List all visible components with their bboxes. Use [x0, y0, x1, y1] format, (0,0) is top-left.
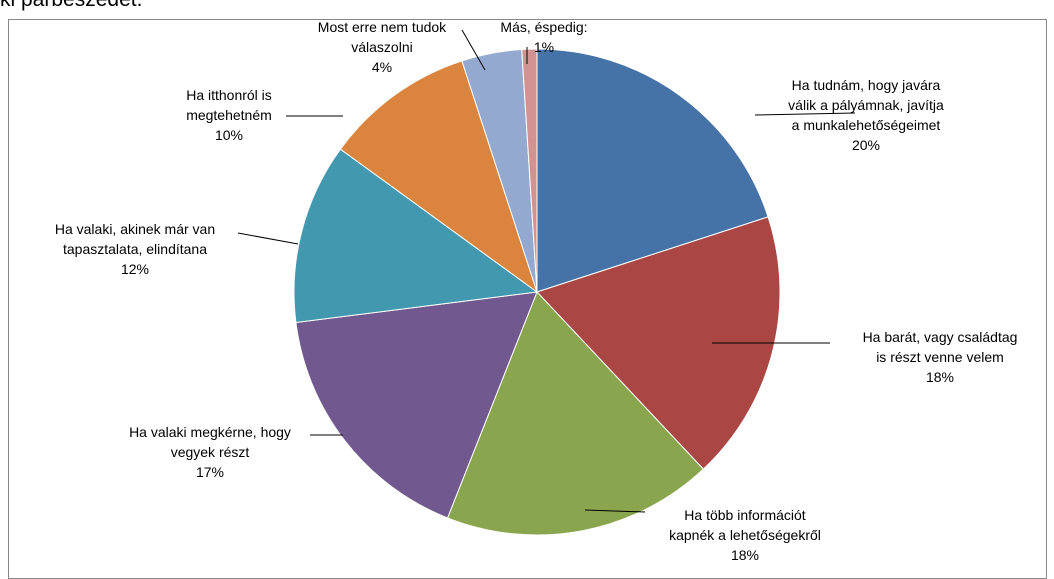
- pie-slice-5: [293, 148, 539, 324]
- slice-category-line: Ha több információt: [684, 507, 806, 523]
- slice-percent-label: 4%: [372, 59, 392, 75]
- slice-category-line: Ha valaki megkérne, hogy: [129, 424, 291, 440]
- document-text-fragment: ki párbeszédet.: [0, 0, 142, 12]
- slice-percent-label: 20%: [852, 137, 880, 153]
- leader-line-1: [754, 112, 856, 116]
- pie-slices: [293, 48, 781, 536]
- slice-category-line: a munkalehetőségeimet: [792, 117, 941, 133]
- slice-label-8: Más, éspedig: 1%: [500, 19, 587, 55]
- pie-chart: Ha tudnám, hogy javára válik a pályámnak,…: [55, 19, 1018, 563]
- slice-category-line: válik a pályámnak, javítja: [788, 97, 944, 113]
- slice-category-line: Ha itthonról is: [186, 87, 272, 103]
- slice-category-line: Más, éspedig:: [500, 19, 587, 35]
- slice-percent-label: 10%: [215, 127, 243, 143]
- slice-label-4: Ha valaki megkérne, hogy vegyek részt 17%: [129, 424, 291, 480]
- slice-category-line: Ha tudnám, hogy javára: [792, 77, 941, 93]
- slice-percent-label: 18%: [926, 369, 954, 385]
- slice-percent-label: 1%: [534, 39, 554, 55]
- slice-percent-label: 18%: [731, 547, 759, 563]
- slice-category-line: kapnék a lehetőségekről: [669, 527, 821, 543]
- slice-label-1: Ha tudnám, hogy javára válik a pályámnak,…: [788, 77, 944, 153]
- slice-category-line: tapasztalata, elindítana: [63, 241, 207, 257]
- slice-percent-label: 17%: [196, 464, 224, 480]
- slice-labels: Ha tudnám, hogy javára válik a pályámnak,…: [55, 19, 1018, 563]
- slice-category-line: Ha barát, vagy családtag: [863, 329, 1018, 345]
- slice-category-line: vegyek részt: [171, 444, 250, 460]
- leader-line-5: [237, 232, 299, 245]
- slice-percent-label: 12%: [121, 261, 149, 277]
- leader-lines: [237, 29, 856, 513]
- slice-category-line: megtehetném: [186, 107, 272, 123]
- slice-label-5: Ha valaki, akinek már van tapasztalata, e…: [55, 221, 215, 277]
- slice-label-2: Ha barát, vagy családtag is részt venne v…: [863, 329, 1018, 385]
- slice-category-line: Ha valaki, akinek már van: [55, 221, 215, 237]
- slice-label-7: Most erre nem tudok válaszolni 4%: [318, 19, 447, 75]
- pie-slice-3: [446, 291, 705, 536]
- slice-category-line: is részt venne velem: [876, 349, 1004, 365]
- pie-slice-2: [536, 216, 781, 470]
- leader-line-7: [461, 29, 486, 71]
- pie-slice-6: [339, 60, 538, 294]
- slice-label-6: Ha itthonról is megtehetném 10%: [186, 87, 272, 143]
- pie-slice-4: [295, 291, 538, 519]
- leader-line-3: [584, 509, 646, 513]
- pie-slice-1: [536, 48, 769, 293]
- pie-slice-8: [521, 48, 538, 293]
- slice-category-line: válaszolni: [351, 39, 412, 55]
- slice-category-line: Most erre nem tudok: [318, 19, 447, 35]
- slice-label-3: Ha több információt kapnék a lehetőségekr…: [669, 507, 821, 563]
